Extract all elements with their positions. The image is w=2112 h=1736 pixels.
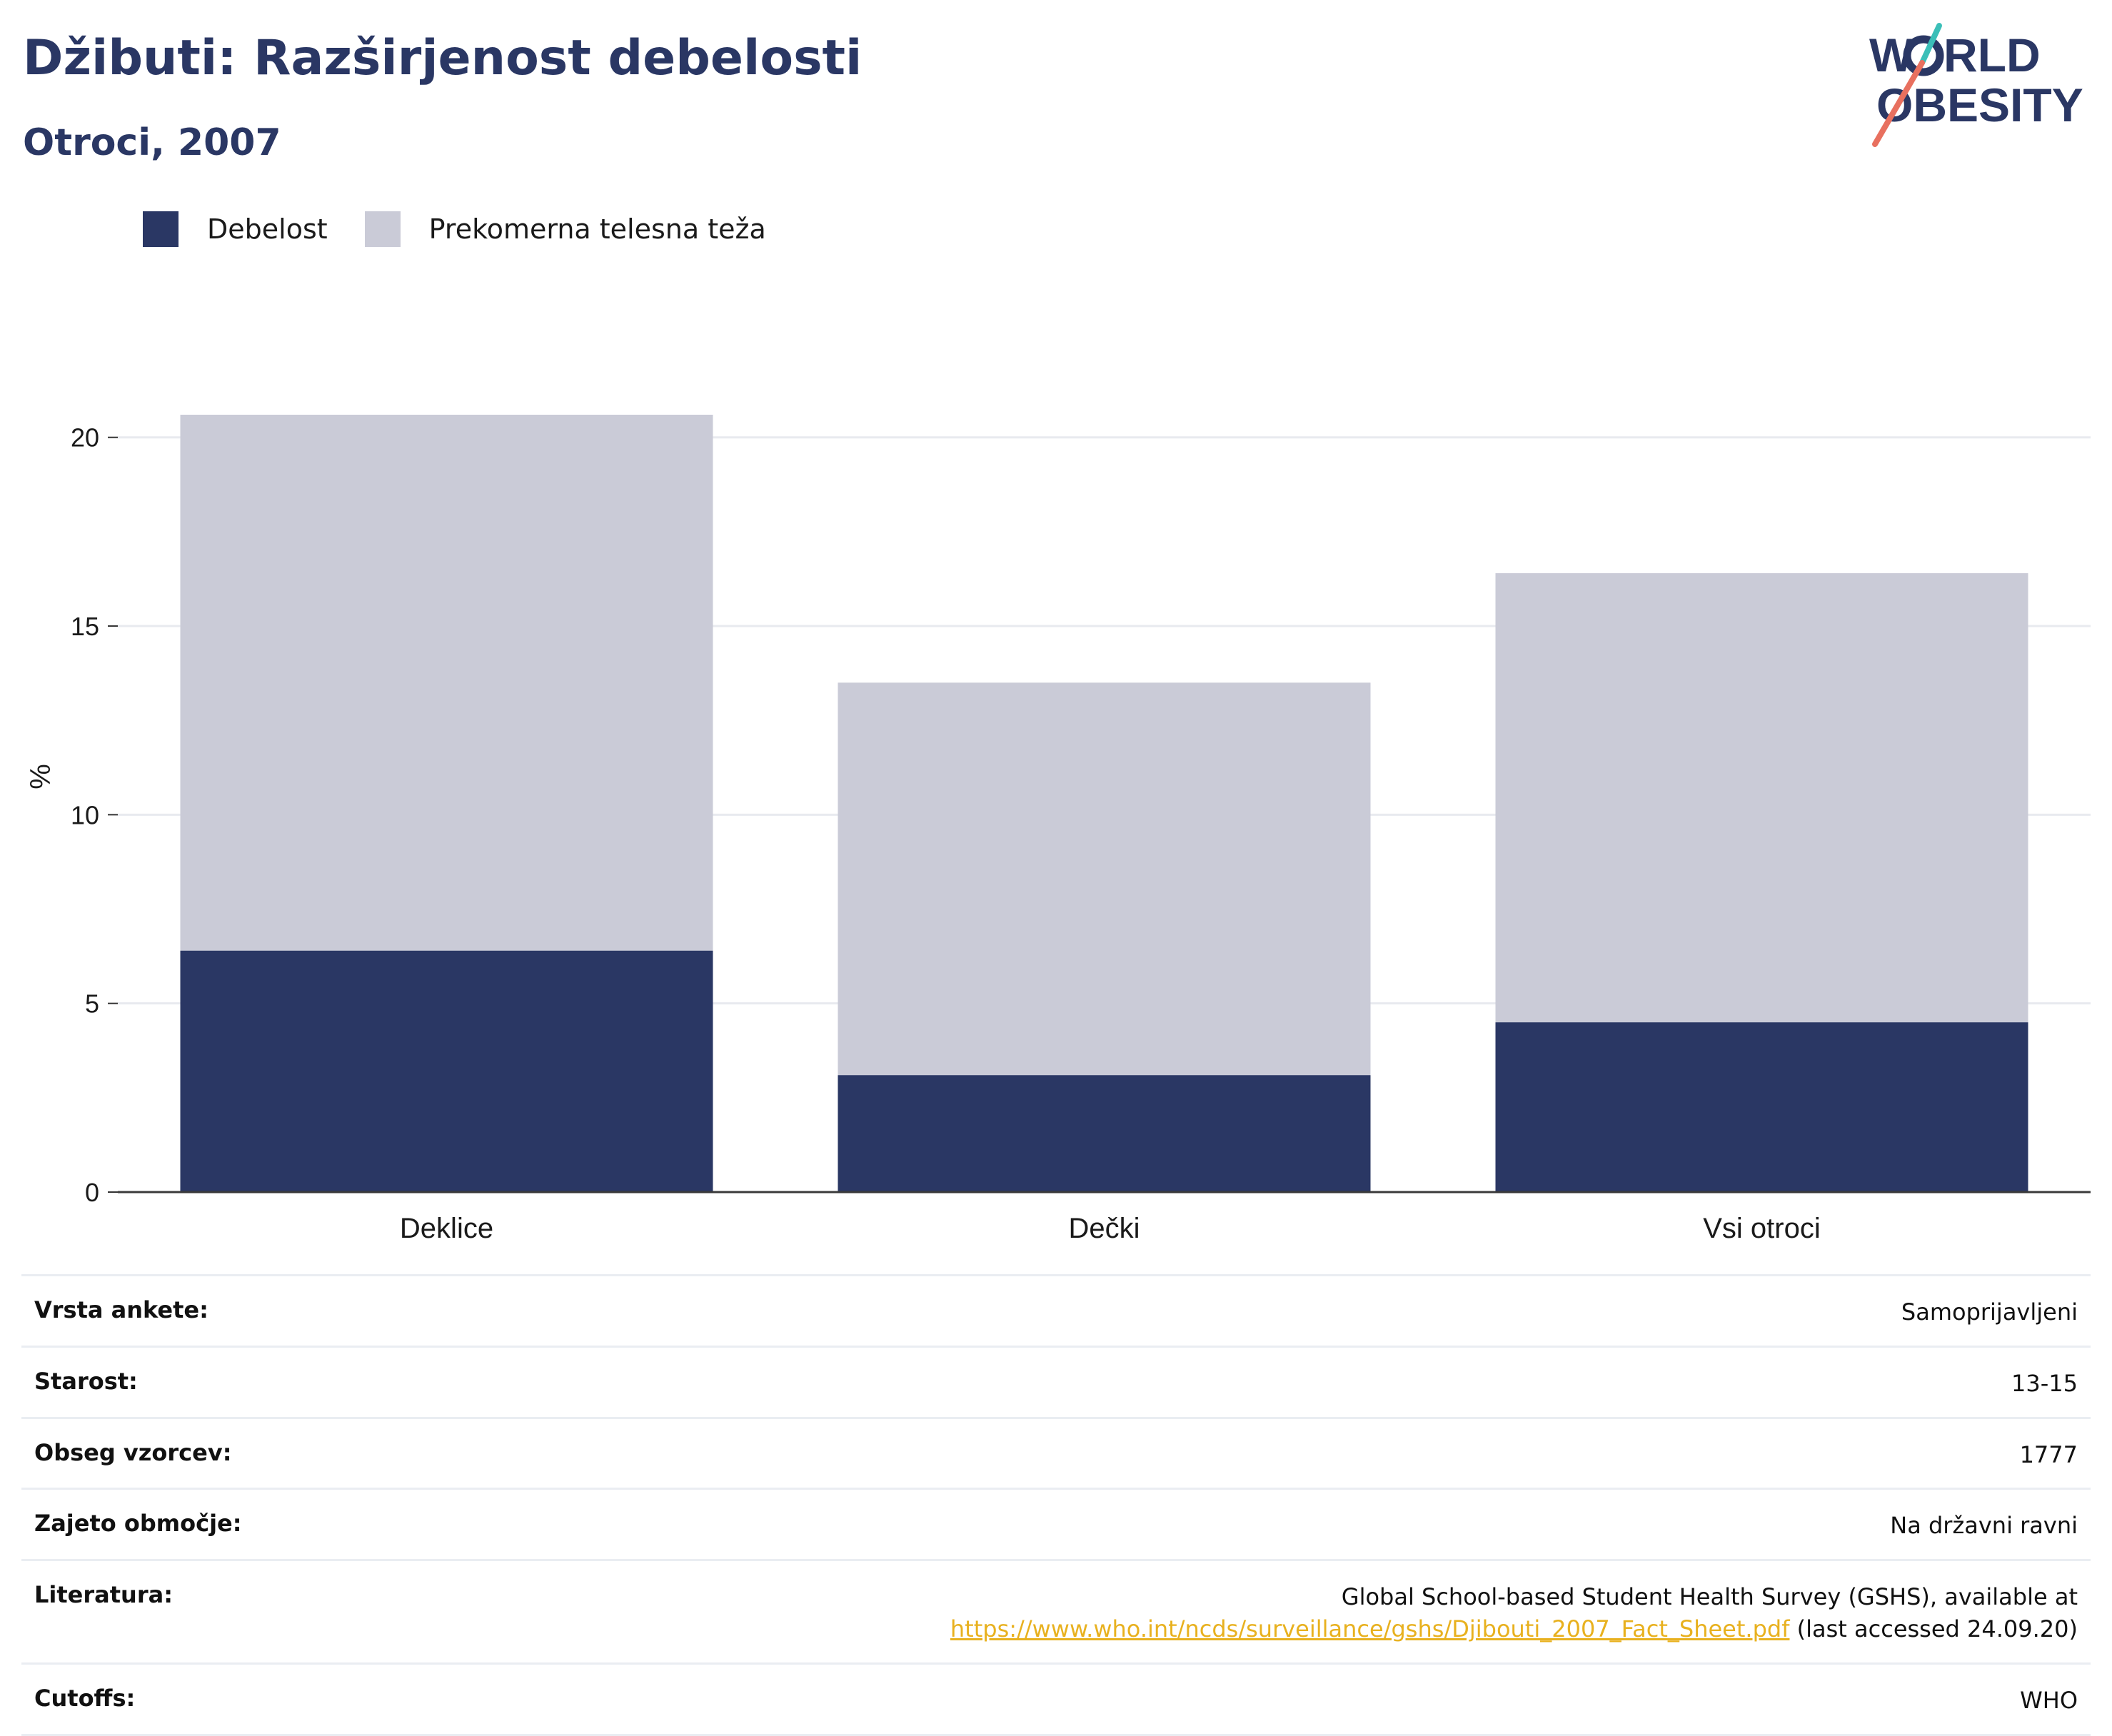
info-value: WHO bbox=[2020, 1686, 2078, 1714]
bar-segment-overweight[interactable] bbox=[180, 415, 713, 951]
info-row-sample-size: Obseg vzorcev: 1777 bbox=[21, 1419, 2091, 1490]
legend-swatch-obesity bbox=[143, 211, 178, 247]
bar-segment-obesity[interactable] bbox=[838, 1075, 1371, 1192]
legend-label-overweight: Prekomerna telesna teža bbox=[428, 213, 766, 245]
bar-chart: 0 5 10 15 20 Deklice Dečki Vsi otroci% bbox=[25, 415, 2091, 1244]
bar-segment-obesity[interactable] bbox=[180, 950, 713, 1192]
axes: 0 5 10 15 20 Deklice Dečki Vsi otroci% bbox=[25, 423, 2091, 1244]
y-tick-label: 20 bbox=[71, 423, 99, 453]
y-tick-label: 0 bbox=[85, 1178, 99, 1207]
x-tick-label: Vsi otroci bbox=[1703, 1213, 1821, 1244]
info-label: Zajeto območje: bbox=[34, 1510, 242, 1538]
survey-info-table: Vrsta ankete: Samoprijavljeni Starost: 1… bbox=[21, 1274, 2091, 1736]
bars bbox=[180, 415, 2028, 1192]
page-title: Džibuti: Razširjenost debelosti bbox=[23, 30, 863, 86]
reference-text: Global School-based Student Health Surve… bbox=[1341, 1583, 2078, 1611]
y-axis-label: % bbox=[25, 764, 56, 789]
legend-swatch-overweight bbox=[364, 211, 401, 247]
bar-segment-overweight[interactable] bbox=[1495, 573, 2028, 1023]
x-tick-label: Deklice bbox=[400, 1213, 493, 1244]
info-value: 1777 bbox=[2019, 1440, 2078, 1468]
y-tick-label: 5 bbox=[85, 989, 99, 1019]
info-row-area: Zajeto območje: Na državni ravni bbox=[21, 1490, 2091, 1562]
bar-segment-obesity[interactable] bbox=[1495, 1022, 2028, 1192]
reference-value: Global School-based Student Health Surve… bbox=[950, 1581, 2078, 1645]
bar-segment-overweight[interactable] bbox=[838, 682, 1371, 1076]
world-obesity-logo: W RLD OBESITY bbox=[1869, 23, 2083, 147]
page-subtitle: Otroci, 2007 bbox=[23, 121, 281, 164]
logo-text-world-rest: RLD bbox=[1943, 29, 2041, 81]
x-tick-label: Dečki bbox=[1068, 1213, 1140, 1244]
reference-link[interactable]: https://www.who.int/ncds/surveillance/gs… bbox=[950, 1615, 1790, 1642]
info-label: Vrsta ankete: bbox=[34, 1296, 208, 1323]
info-label: Starost: bbox=[34, 1367, 138, 1395]
info-row-cutoffs: Cutoffs: WHO bbox=[21, 1665, 2091, 1736]
info-value: Samoprijavljeni bbox=[1901, 1298, 2078, 1326]
legend-item-overweight[interactable]: Prekomerna telesna teža bbox=[364, 211, 766, 247]
info-value: Na državni ravni bbox=[1890, 1512, 2078, 1540]
info-row-survey-type: Vrsta ankete: Samoprijavljeni bbox=[21, 1276, 2091, 1348]
chart-legend: Debelost Prekomerna telesna teža bbox=[143, 211, 803, 247]
info-row-reference: Literatura: Global School-based Student … bbox=[21, 1561, 2091, 1665]
info-row-age: Starost: 13-15 bbox=[21, 1348, 2091, 1419]
y-tick-label: 10 bbox=[71, 800, 99, 829]
y-tick-label: 15 bbox=[71, 612, 99, 641]
reference-suffix: (last accessed 24.09.20) bbox=[1789, 1615, 2078, 1642]
legend-label-obesity: Debelost bbox=[207, 213, 328, 245]
info-label: Obseg vzorcev: bbox=[34, 1438, 232, 1466]
info-value: 13-15 bbox=[2011, 1369, 2078, 1397]
info-label: Literatura: bbox=[34, 1581, 173, 1609]
legend-item-obesity[interactable]: Debelost bbox=[143, 211, 328, 247]
